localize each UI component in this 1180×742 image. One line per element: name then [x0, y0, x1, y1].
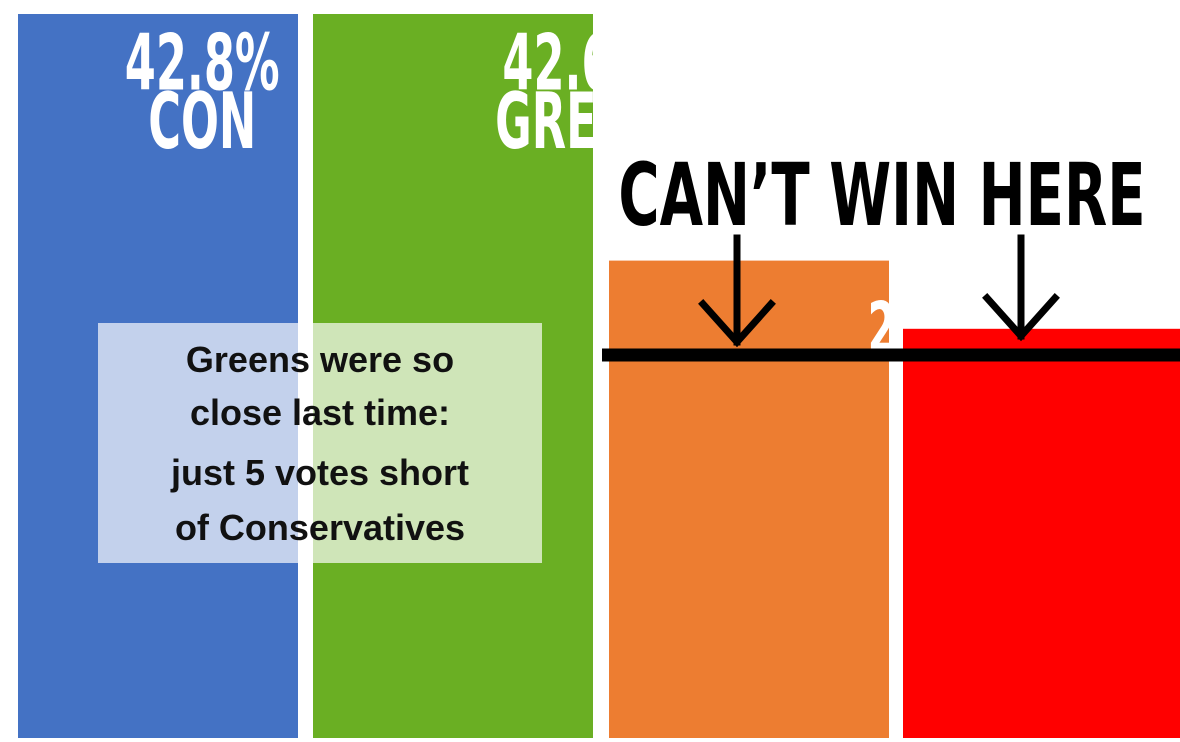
arrow-down-icon: [698, 234, 776, 348]
callout-line-1: Greens were so: [186, 339, 454, 380]
threshold-annotation: [602, 234, 1180, 362]
bar-value-label: 42.6%: [502, 17, 657, 108]
callout-line-4: of Conservatives: [175, 507, 465, 548]
bar-lab: [903, 328, 1180, 738]
callout-line-3: just 5 votes short: [170, 452, 469, 493]
callout-box: Greens were so close last time: just 5 v…: [98, 323, 542, 563]
bar-lib: [609, 260, 889, 738]
callout-line-2: close last time:: [190, 392, 450, 433]
bar-category-label: CON: [148, 76, 256, 167]
bar-category-label: GREEN: [495, 76, 664, 167]
headline-text: CAN’T WIN HERE: [618, 146, 1145, 247]
bar-value-label: 42.8%: [125, 17, 280, 108]
callout-background: [98, 323, 542, 563]
arrow-down-icon: [982, 234, 1060, 342]
